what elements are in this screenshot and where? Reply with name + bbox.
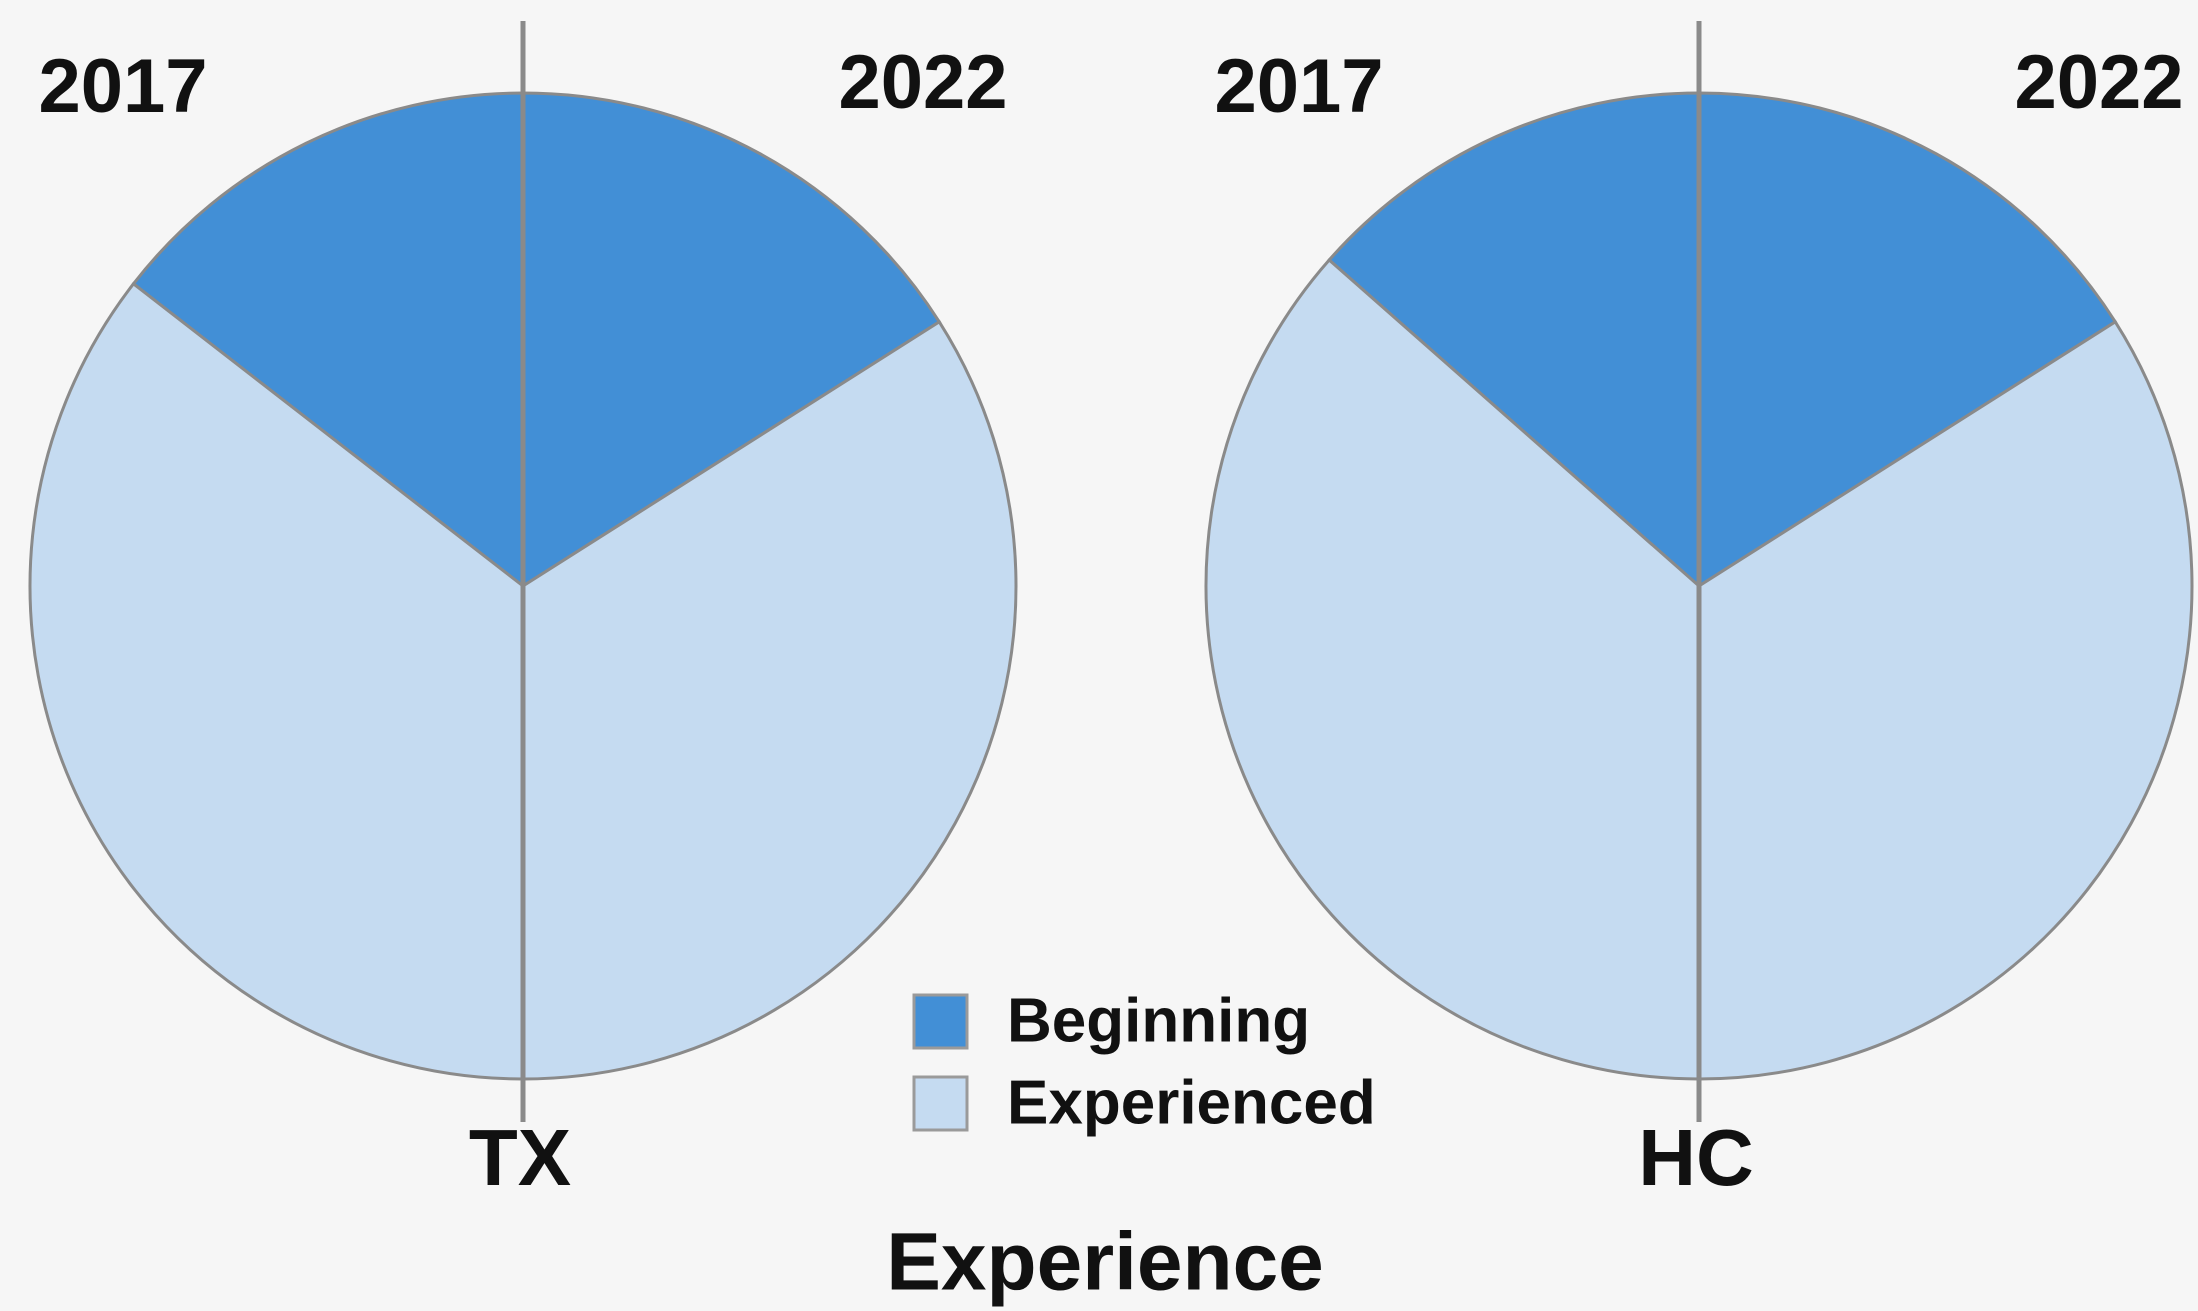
half-label: 2017: [1214, 44, 1383, 129]
pie-slice: [1697, 319, 2194, 1081]
legend-label: Beginning: [1007, 986, 1310, 1055]
half-label: 2022: [2014, 40, 2183, 125]
half-label: 2022: [838, 40, 1007, 125]
legend-swatch: [912, 993, 969, 1050]
pie-slice: [1204, 257, 1701, 1081]
pie-slice: [521, 319, 1018, 1081]
legend-swatch: [912, 1075, 969, 1132]
half-label: 2017: [38, 44, 207, 129]
pie-label: TX: [469, 1113, 571, 1202]
pie-slice: [1327, 91, 1701, 590]
pie-slice: [28, 281, 525, 1081]
legend-label: Experienced: [1007, 1068, 1376, 1137]
pie-slice: [1697, 91, 2118, 589]
chart-title: Experience: [886, 1217, 1324, 1308]
pie-slice: [521, 91, 942, 589]
pie-slice: [131, 91, 525, 590]
pie-label: HC: [1638, 1113, 1754, 1202]
